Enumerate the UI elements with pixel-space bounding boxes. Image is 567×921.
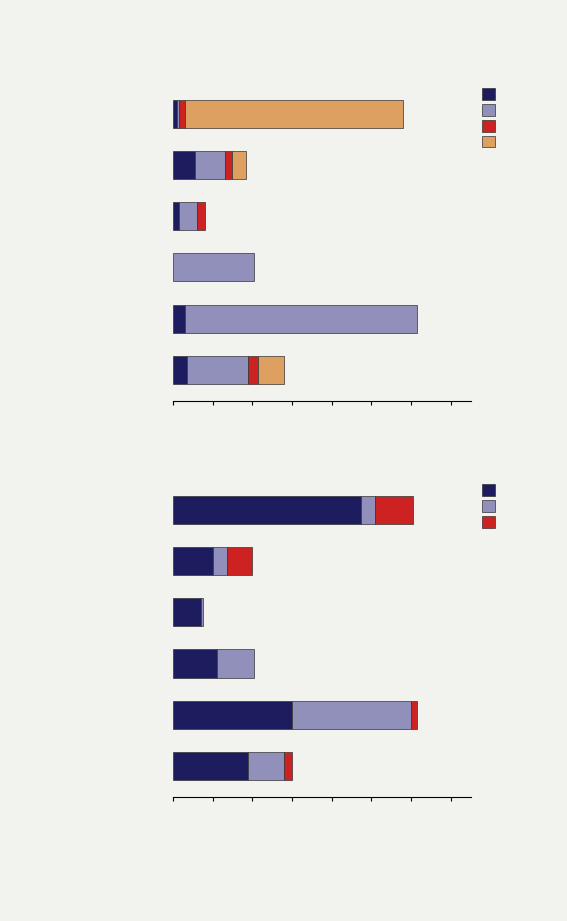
Bar — [177, 99, 179, 128]
Bar — [173, 547, 213, 575]
Bar — [179, 99, 185, 128]
Bar — [173, 649, 217, 678]
Bar — [284, 752, 292, 780]
Bar — [217, 649, 254, 678]
Bar — [185, 99, 403, 128]
Bar — [187, 356, 248, 384]
Bar — [173, 495, 362, 524]
Bar — [248, 356, 259, 384]
Bar — [375, 495, 413, 524]
Bar — [173, 598, 201, 626]
Bar — [411, 701, 417, 729]
Bar — [259, 356, 284, 384]
Bar — [225, 151, 232, 179]
Bar — [362, 495, 375, 524]
Legend: 理学, 工学, 農学, 保健: 理学, 工学, 農学, 保健 — [482, 88, 527, 147]
Bar — [185, 305, 417, 332]
Bar — [173, 305, 185, 332]
Bar — [201, 598, 203, 626]
Legend: 学部卒, 修士修了, 博士修了: 学部卒, 修士修了, 博士修了 — [482, 484, 549, 528]
Bar — [226, 547, 252, 575]
Bar — [173, 701, 292, 729]
Bar — [173, 202, 179, 230]
Bar — [195, 151, 225, 179]
Bar — [179, 202, 197, 230]
Bar — [173, 752, 248, 780]
Bar — [173, 356, 187, 384]
Bar — [173, 253, 254, 282]
Bar — [292, 701, 411, 729]
Bar — [232, 151, 246, 179]
Bar — [197, 202, 205, 230]
Bar — [248, 752, 284, 780]
Bar — [173, 99, 177, 128]
Bar — [173, 151, 195, 179]
Bar — [213, 547, 226, 575]
